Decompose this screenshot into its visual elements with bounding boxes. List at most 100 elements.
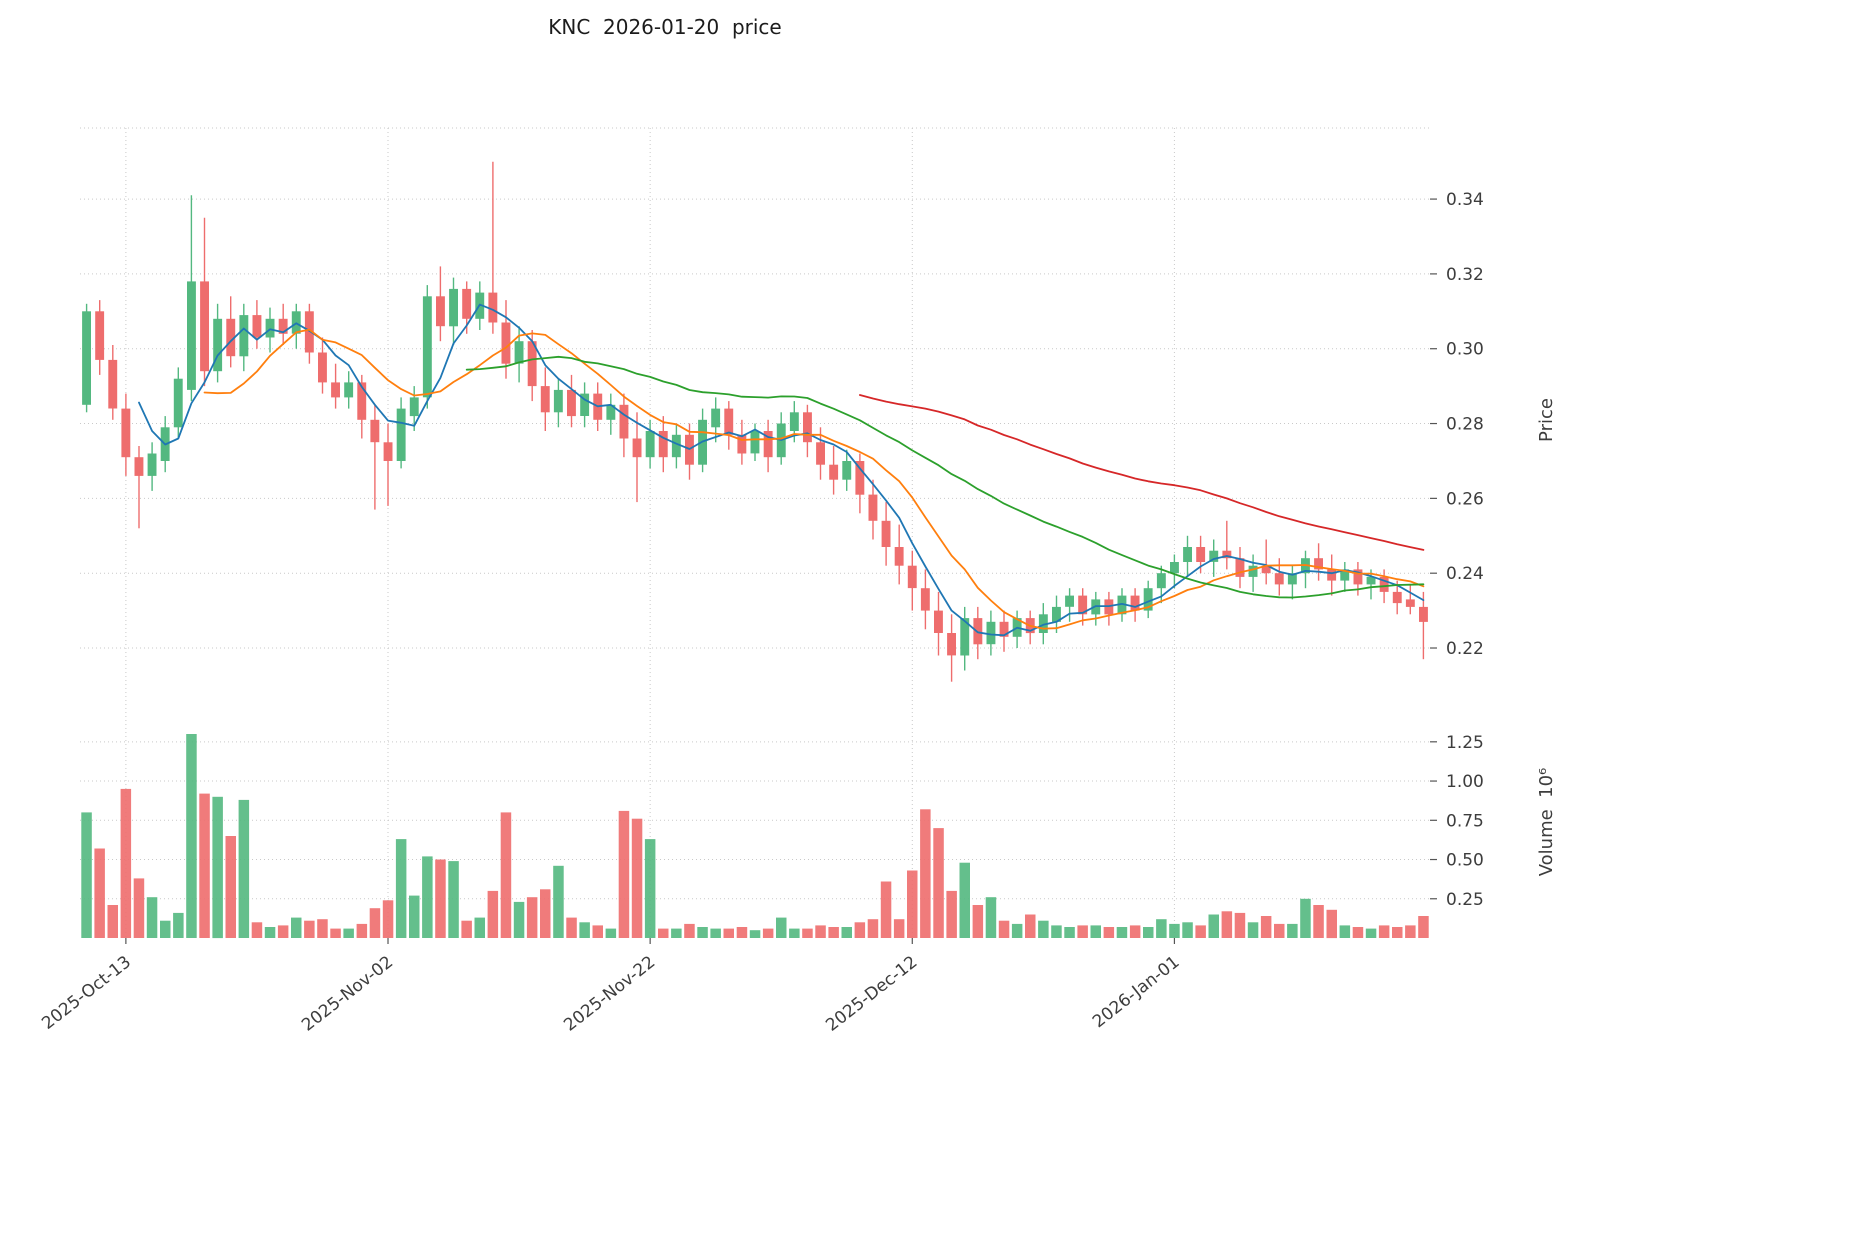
candle-body [789, 412, 799, 431]
candle-body [501, 322, 511, 364]
candle-body [134, 457, 144, 476]
candle-body [1143, 588, 1153, 611]
volume-bar [1025, 914, 1036, 938]
candlestick-layer [82, 161, 1428, 682]
volume-bar [1287, 923, 1298, 938]
volume-bar [238, 799, 250, 938]
candle-body [724, 408, 734, 435]
volume-bar [946, 890, 957, 938]
volume-bar [513, 901, 525, 938]
candle-body [907, 565, 917, 589]
price-tick-label: 0.26 [1446, 489, 1484, 509]
volume-bar [867, 919, 879, 938]
volume-bar [343, 928, 354, 938]
candle-body [527, 341, 537, 387]
x-tick-label: 2025-Dec-12 [822, 952, 921, 1036]
volume-bar [160, 920, 171, 938]
volume-bar [841, 927, 852, 938]
volume-bar [854, 922, 866, 938]
volume-bar [1418, 916, 1429, 938]
volume-tick-label: 0.75 [1446, 811, 1484, 831]
candle-body [121, 408, 131, 458]
candle-body [1366, 576, 1376, 585]
candle-body [803, 412, 812, 443]
volume-bar [264, 927, 276, 938]
candle-body [842, 461, 852, 480]
volume-bar [1274, 923, 1285, 938]
candle-body [1117, 595, 1127, 615]
volume-bar [1208, 914, 1219, 938]
volume-bar [644, 839, 656, 938]
candle-body [1392, 591, 1402, 604]
candle-body [881, 520, 891, 547]
volume-tick-label: 1.00 [1446, 772, 1484, 792]
volume-bar [409, 895, 420, 938]
x-tick-label: 2025-Nov-22 [560, 952, 659, 1035]
candle-body [750, 431, 760, 454]
volume-bar [697, 927, 708, 938]
volume-bar [133, 878, 145, 938]
ma30-line [465, 355, 1425, 599]
volume-bar [1090, 925, 1101, 938]
volume-bar [225, 836, 236, 938]
volume-bar [1156, 919, 1167, 938]
volume-bar [684, 923, 695, 938]
volume-bar [1116, 927, 1128, 938]
volume-bar [658, 928, 669, 938]
volume-bar [1326, 909, 1337, 939]
candle-body [829, 464, 839, 480]
candle-body [278, 318, 288, 334]
candle-body [265, 318, 275, 338]
candle-body [1248, 565, 1258, 577]
volume-bar [1405, 925, 1416, 938]
candle-body [920, 588, 930, 611]
volume-bar [762, 928, 774, 938]
candle-body [200, 281, 209, 372]
volume-bar [959, 862, 970, 938]
volume-bar [579, 922, 590, 938]
candle-body [1156, 573, 1166, 589]
candle-body [436, 296, 445, 327]
volume-bar [1352, 927, 1364, 938]
candle-body [1078, 595, 1088, 615]
candle-body [1183, 547, 1192, 562]
volume-bar [277, 925, 289, 938]
candle-body [894, 547, 904, 566]
candle-body [1353, 569, 1363, 585]
candle-body [658, 431, 668, 458]
candle-body [1419, 606, 1428, 622]
candle-body [370, 419, 380, 443]
price-tick-label: 0.28 [1446, 415, 1484, 435]
candle-body [318, 352, 327, 383]
candle-body [855, 461, 865, 495]
candle-body [383, 442, 393, 461]
volume-bar [173, 912, 184, 938]
price-tick-label: 0.30 [1446, 340, 1484, 360]
candle-body [1327, 569, 1337, 581]
candle-body [1130, 595, 1140, 611]
candle-body [1340, 569, 1350, 581]
candle-body [187, 281, 196, 390]
volume-bar [553, 865, 564, 938]
candle-body [1235, 558, 1245, 577]
candle-body [1222, 550, 1232, 559]
volume-bar [186, 734, 197, 938]
volume-bar [1051, 925, 1062, 938]
chart-title: KNC 2026-01-20 price [548, 15, 781, 39]
volume-bar [1195, 925, 1206, 938]
volume-bar [422, 856, 433, 938]
candle-body [1170, 562, 1179, 574]
candle-body [82, 311, 91, 405]
candle-body [567, 389, 576, 417]
volume-bar [1129, 925, 1141, 938]
volume-bar [566, 917, 577, 938]
candle-body [357, 382, 367, 420]
x-tick-label: 2025-Nov-02 [298, 952, 397, 1035]
volume-bar [618, 810, 630, 938]
candle-body [396, 408, 406, 461]
volume-bar [972, 905, 984, 938]
volume-bar [330, 928, 341, 938]
candle-body [553, 389, 563, 413]
